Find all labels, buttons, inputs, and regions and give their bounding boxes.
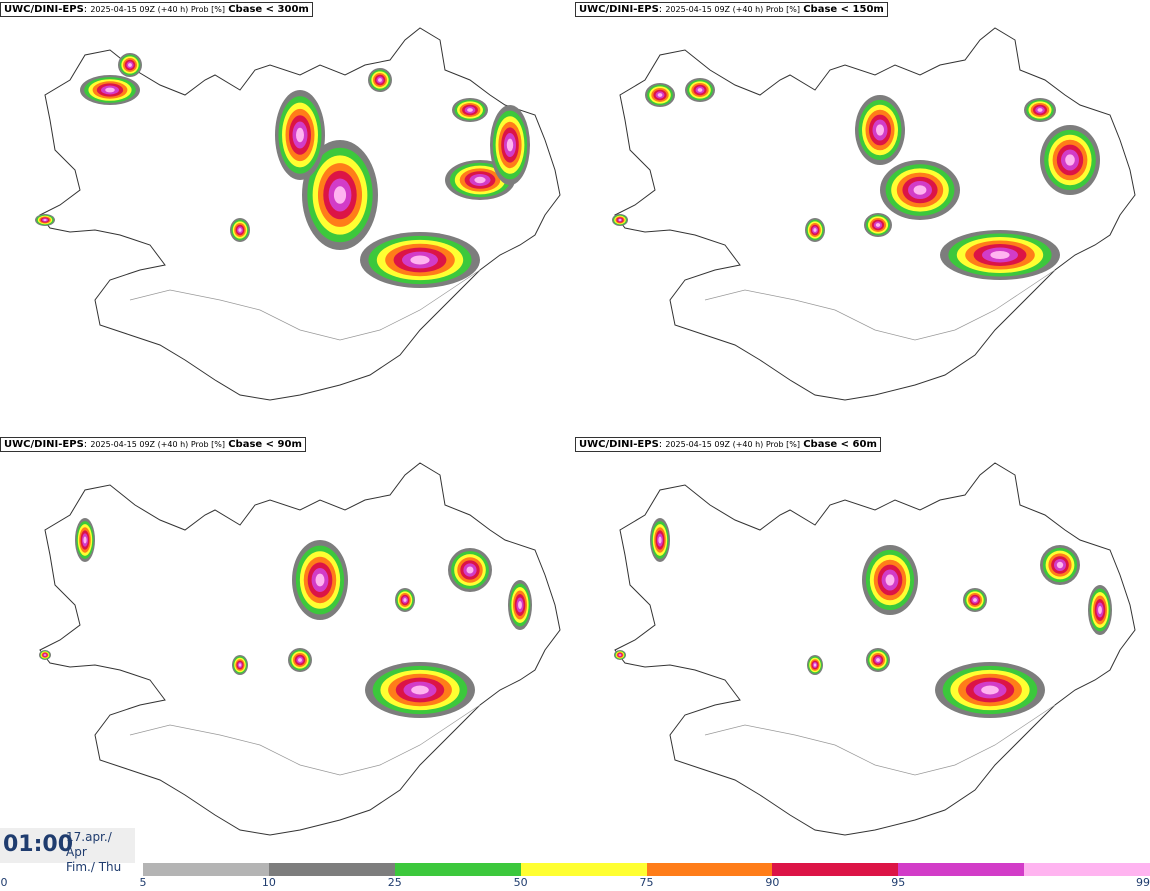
probability-contour bbox=[913, 185, 927, 195]
variable-label: Cbase < 300m bbox=[228, 4, 309, 15]
probability-contour bbox=[506, 138, 514, 152]
valid-date: 17.apr./ Apr Fim./ Thu bbox=[66, 830, 135, 875]
legend-tick-label: 0 bbox=[0, 876, 8, 889]
panel-title: UWC/DINI-EPS: 2025-04-15 09Z (+40 h) Pro… bbox=[0, 437, 306, 452]
probability-contour bbox=[658, 536, 662, 544]
iceland-map bbox=[614, 462, 1136, 836]
model-name: UWC/DINI-EPS bbox=[579, 4, 659, 15]
probability-contour bbox=[43, 219, 47, 221]
probability-contour bbox=[238, 663, 242, 667]
probability-contour bbox=[990, 251, 1010, 259]
date-line-1: 17.apr./ Apr bbox=[66, 830, 112, 859]
probability-contour bbox=[467, 108, 473, 112]
terrain-contour bbox=[704, 704, 1056, 776]
variable-label: Cbase < 150m bbox=[803, 4, 884, 15]
legend-tick-label: 10 bbox=[261, 876, 276, 889]
legend-tick-label: 75 bbox=[639, 876, 654, 889]
legend-swatch bbox=[898, 863, 1025, 876]
date-line-2: Fim./ Thu bbox=[66, 860, 122, 874]
probability-contour bbox=[1065, 154, 1075, 166]
probability-contour bbox=[44, 654, 46, 656]
legend-swatch bbox=[520, 863, 647, 876]
color-legend bbox=[143, 863, 1150, 876]
probability-contour bbox=[411, 685, 429, 695]
legend-tick-label: 90 bbox=[765, 876, 780, 889]
probability-contour bbox=[128, 63, 132, 67]
legend-swatch bbox=[646, 863, 773, 876]
probability-contour bbox=[378, 78, 382, 82]
probability-contour bbox=[1098, 606, 1102, 614]
legend-swatch bbox=[268, 863, 396, 876]
map-panel-90m: UWC/DINI-EPS: 2025-04-15 09Z (+40 h) Pro… bbox=[0, 435, 575, 870]
iceland-map bbox=[612, 27, 1136, 401]
model-name: UWC/DINI-EPS bbox=[4, 439, 84, 450]
probability-contour bbox=[697, 88, 703, 92]
probability-contour bbox=[657, 93, 663, 97]
probability-contour bbox=[333, 186, 347, 204]
probability-contour bbox=[298, 658, 302, 662]
probability-contour bbox=[876, 124, 884, 136]
probability-contour bbox=[105, 87, 115, 93]
probability-contour bbox=[619, 654, 621, 656]
probability-contour bbox=[981, 685, 999, 695]
probability-contour bbox=[875, 223, 881, 227]
run-info: 2025-04-15 09Z (+40 h) Prob [%] bbox=[665, 5, 801, 14]
model-name: UWC/DINI-EPS bbox=[4, 4, 84, 15]
panel-title: UWC/DINI-EPS: 2025-04-15 09Z (+40 h) Pro… bbox=[575, 2, 888, 17]
legend-tick-label: 95 bbox=[891, 876, 906, 889]
panel-title: UWC/DINI-EPS: 2025-04-15 09Z (+40 h) Pro… bbox=[575, 437, 881, 452]
terrain-contour bbox=[129, 704, 481, 776]
run-info: 2025-04-15 09Z (+40 h) Prob [%] bbox=[665, 440, 801, 449]
probability-contour bbox=[1037, 108, 1043, 112]
probability-contour bbox=[1056, 561, 1064, 569]
variable-label: Cbase < 60m bbox=[803, 439, 877, 450]
probability-contour bbox=[410, 255, 430, 265]
legend-swatch bbox=[1024, 863, 1150, 876]
probability-contour bbox=[474, 176, 486, 184]
legend-tick-label: 5 bbox=[139, 876, 147, 889]
legend-swatch bbox=[772, 863, 899, 876]
probability-contour bbox=[466, 566, 474, 574]
probability-contour bbox=[315, 573, 325, 587]
probability-contour bbox=[885, 574, 895, 586]
valid-time-box: 01:00 17.apr./ Apr Fim./ Thu bbox=[0, 828, 135, 874]
model-name: UWC/DINI-EPS bbox=[579, 439, 659, 450]
legend-tick-label: 50 bbox=[513, 876, 528, 889]
legend-swatch bbox=[394, 863, 522, 876]
run-info: 2025-04-15 09Z (+40 h) Prob [%] bbox=[90, 5, 226, 14]
probability-contour bbox=[618, 219, 622, 221]
valid-time: 01:00 bbox=[3, 832, 74, 857]
panel-title: UWC/DINI-EPS: 2025-04-15 09Z (+40 h) Pro… bbox=[0, 2, 313, 17]
probability-contour bbox=[83, 536, 87, 544]
map-panel-150m: UWC/DINI-EPS: 2025-04-15 09Z (+40 h) Pro… bbox=[575, 0, 1150, 435]
probability-contour bbox=[518, 601, 522, 609]
probability-contour bbox=[296, 127, 304, 143]
legend-tick-label: 99 bbox=[1136, 876, 1150, 889]
probability-contour bbox=[238, 228, 242, 232]
probability-contour bbox=[813, 228, 817, 232]
variable-label: Cbase < 90m bbox=[228, 439, 302, 450]
probability-contour bbox=[876, 658, 880, 662]
map-panel-60m: UWC/DINI-EPS: 2025-04-15 09Z (+40 h) Pro… bbox=[575, 435, 1150, 870]
probability-contour bbox=[813, 663, 817, 667]
run-info: 2025-04-15 09Z (+40 h) Prob [%] bbox=[90, 440, 226, 449]
iceland-map bbox=[35, 27, 561, 401]
probability-contour bbox=[403, 598, 407, 602]
legend-swatch bbox=[143, 863, 270, 876]
iceland-map bbox=[39, 462, 561, 836]
map-panel-300m: UWC/DINI-EPS: 2025-04-15 09Z (+40 h) Pro… bbox=[0, 0, 575, 435]
probability-contour bbox=[973, 598, 977, 602]
terrain-contour bbox=[129, 269, 481, 341]
terrain-contour bbox=[704, 269, 1056, 341]
legend-ticks: 0 5 10 25 50 75 90 95 99 bbox=[0, 876, 1150, 891]
legend-tick-label: 25 bbox=[387, 876, 402, 889]
iceland-coastline bbox=[39, 27, 561, 401]
